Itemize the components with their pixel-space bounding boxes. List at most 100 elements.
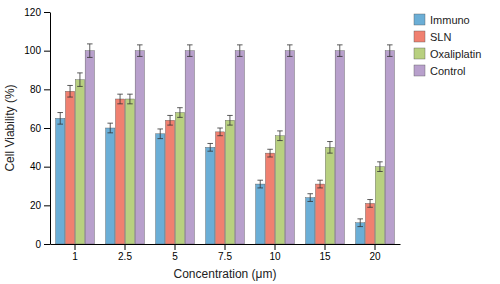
bar — [56, 118, 65, 244]
legend-swatch — [414, 48, 425, 59]
y-tick: 120 — [24, 7, 50, 18]
tick-mark — [375, 244, 376, 250]
error-bar — [327, 142, 333, 154]
tick-label: 20 — [30, 200, 42, 211]
x-tick: 5 — [172, 244, 178, 262]
tick-label: 40 — [30, 161, 42, 172]
tick-label: 15 — [319, 251, 331, 262]
bar — [125, 99, 134, 244]
tick-label: 120 — [24, 7, 41, 18]
x-tick: 7.5 — [218, 244, 232, 262]
tick-mark — [44, 244, 50, 245]
tick-mark — [44, 12, 50, 13]
bar — [256, 184, 265, 244]
y-axis-title: Cell Viability (%) — [3, 84, 17, 171]
bar — [65, 91, 74, 244]
bar — [85, 51, 94, 244]
legend-label: SLN — [430, 31, 451, 43]
tick-mark — [44, 89, 50, 90]
legend-item: Control — [414, 65, 465, 77]
legend-swatch — [414, 31, 425, 42]
x-tick: 2.5 — [118, 244, 132, 262]
bar — [335, 51, 344, 244]
error-bar — [367, 200, 373, 208]
error-bar — [337, 45, 343, 57]
tick-mark — [275, 244, 276, 250]
x-tick: 1 — [72, 244, 78, 262]
error-bar — [187, 45, 193, 57]
y-tick: 80 — [30, 84, 50, 95]
error-bar — [77, 73, 83, 87]
legend: Immuno SLN Oxaliplatin Control — [414, 14, 481, 77]
tick-label: 20 — [369, 251, 381, 262]
bar — [306, 198, 315, 244]
legend-label: Oxaliplatin — [430, 48, 481, 60]
error-bar — [67, 85, 73, 97]
error-bar — [377, 162, 383, 172]
x-tick: 20 — [369, 244, 381, 262]
bar — [265, 153, 274, 244]
tick-label: 100 — [24, 45, 41, 56]
bar — [115, 99, 124, 244]
bar — [75, 80, 84, 244]
bar — [206, 147, 215, 244]
y-tick: 100 — [24, 45, 50, 56]
error-bar — [157, 129, 163, 139]
legend-label: Immuno — [430, 14, 470, 26]
tick-mark — [44, 205, 50, 206]
bar — [165, 120, 174, 244]
tick-mark — [125, 244, 126, 250]
series — [85, 44, 394, 244]
tick-label: 5 — [172, 251, 178, 262]
error-bar — [267, 149, 273, 157]
error-bar — [167, 115, 173, 125]
bar — [325, 147, 334, 244]
bar — [175, 113, 184, 244]
tick-mark — [225, 244, 226, 250]
bar — [315, 184, 324, 244]
error-bar — [387, 45, 393, 57]
x-tick: 15 — [319, 244, 331, 262]
tick-label: 1 — [72, 251, 78, 262]
legend-item: SLN — [414, 31, 451, 43]
tick-label: 2.5 — [118, 251, 132, 262]
x-axis: 1 2.5 5 7.5 10 15 20 — [51, 244, 401, 262]
legend-swatch — [414, 14, 425, 25]
error-bar — [137, 45, 143, 57]
bar — [285, 51, 294, 244]
bar — [106, 128, 115, 244]
series — [56, 113, 365, 244]
chart: 12.557.5101520020406080100120Concentrati… — [0, 0, 500, 284]
error-bar — [207, 143, 213, 151]
tick-label: 7.5 — [218, 251, 232, 262]
error-bar — [257, 180, 263, 188]
bar — [225, 120, 234, 244]
bar — [156, 134, 165, 244]
error-bar — [227, 115, 233, 125]
y-tick: 60 — [30, 123, 50, 134]
bar — [275, 136, 284, 244]
error-bar — [237, 45, 243, 57]
y-tick: 20 — [30, 200, 50, 211]
error-bar — [307, 194, 313, 202]
axis-line — [50, 13, 51, 245]
error-bar — [217, 128, 223, 136]
tick-label: 10 — [269, 251, 281, 262]
legend-label: Control — [430, 65, 465, 77]
error-bar — [117, 94, 123, 104]
bar — [135, 51, 144, 244]
series — [65, 85, 374, 244]
bar — [375, 167, 384, 244]
y-axis: 0 20 40 60 80 100 120 — [24, 7, 50, 250]
bar — [235, 51, 244, 244]
tick-mark — [175, 244, 176, 250]
tick-mark — [325, 244, 326, 250]
marks — [56, 44, 395, 244]
y-tick: 40 — [30, 161, 50, 172]
legend-swatch — [414, 65, 425, 76]
tick-mark — [44, 167, 50, 168]
tick-label: 0 — [35, 239, 41, 250]
error-bar — [57, 113, 63, 125]
error-bar — [127, 94, 133, 104]
error-bar — [287, 45, 293, 57]
